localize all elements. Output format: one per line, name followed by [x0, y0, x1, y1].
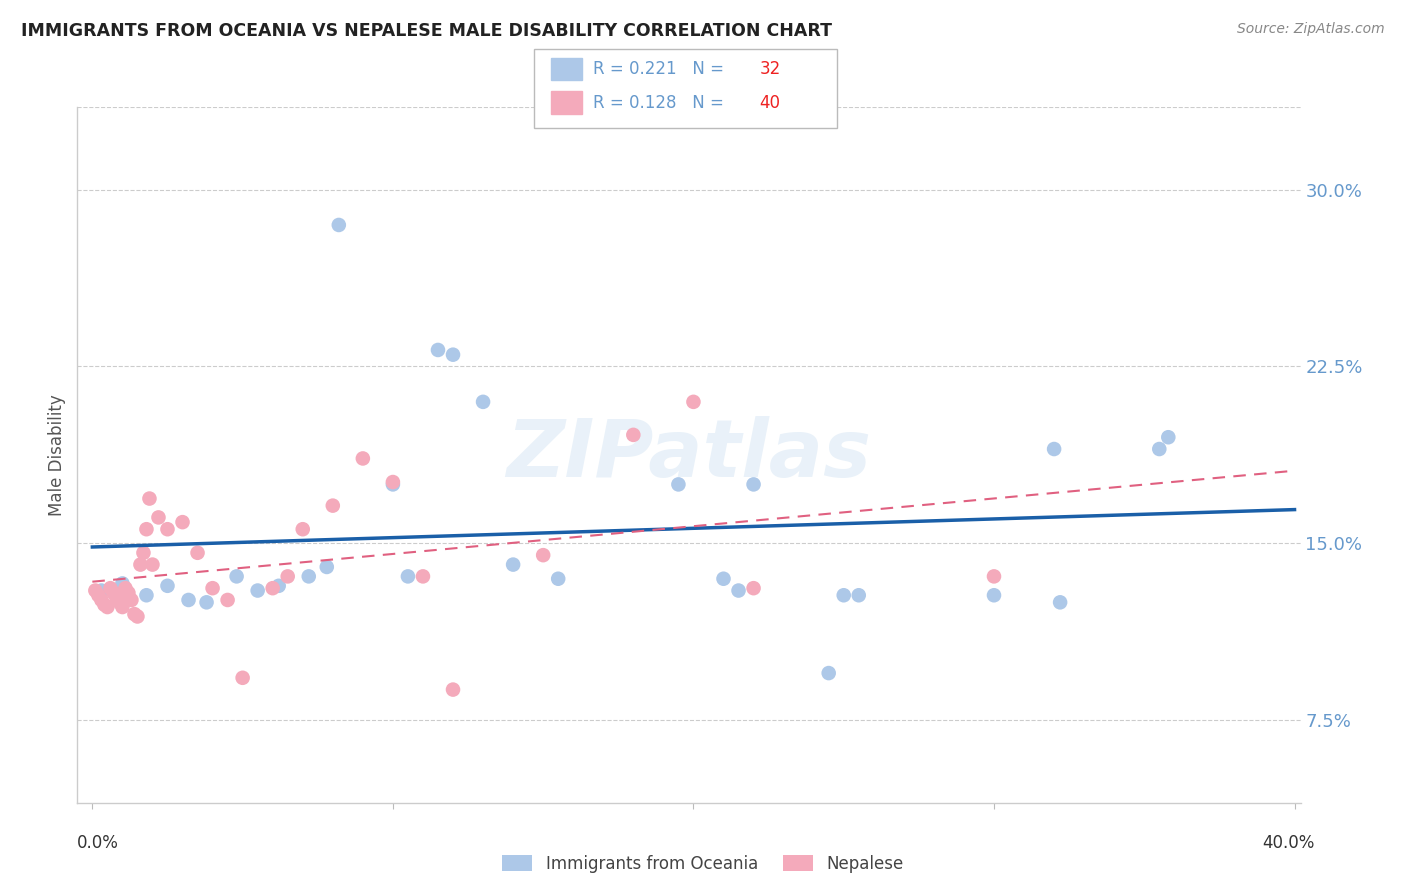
Point: [727, 583, 749, 598]
Text: 40.0%: 40.0%: [1263, 834, 1315, 852]
Point: [103, 586, 125, 600]
Point: [1049, 595, 1071, 609]
Point: [983, 569, 1005, 583]
Point: [262, 581, 284, 595]
Point: [177, 593, 200, 607]
Point: [232, 671, 254, 685]
Text: Source: ZipAtlas.com: Source: ZipAtlas.com: [1237, 22, 1385, 37]
Point: [120, 593, 142, 607]
Point: [100, 581, 122, 595]
Point: [1149, 442, 1171, 456]
Point: [315, 560, 337, 574]
Point: [531, 548, 554, 562]
Point: [117, 586, 139, 600]
Point: [381, 475, 404, 489]
Point: [127, 609, 149, 624]
Y-axis label: Male Disability: Male Disability: [48, 394, 66, 516]
Point: [1157, 430, 1180, 444]
Point: [427, 343, 450, 357]
Point: [983, 588, 1005, 602]
Point: [156, 579, 179, 593]
Point: [298, 569, 321, 583]
Point: [352, 451, 374, 466]
Point: [472, 395, 495, 409]
Point: [621, 428, 644, 442]
Point: [832, 588, 855, 602]
Point: [135, 588, 157, 602]
Point: [172, 515, 194, 529]
Point: [124, 607, 146, 621]
Point: [156, 522, 179, 536]
Point: [267, 579, 290, 593]
Point: [90, 583, 112, 598]
Point: [195, 595, 218, 609]
Point: [742, 581, 765, 595]
Point: [502, 558, 524, 572]
Point: [105, 591, 128, 605]
Point: [848, 588, 870, 602]
Text: ZIPatlas: ZIPatlas: [506, 416, 872, 494]
Point: [742, 477, 765, 491]
Text: 0.0%: 0.0%: [77, 834, 120, 852]
Text: IMMIGRANTS FROM OCEANIA VS NEPALESE MALE DISABILITY CORRELATION CHART: IMMIGRANTS FROM OCEANIA VS NEPALESE MALE…: [21, 22, 832, 40]
Point: [441, 682, 464, 697]
Text: 40: 40: [759, 94, 780, 112]
Point: [148, 510, 170, 524]
Point: [381, 477, 404, 491]
Point: [291, 522, 314, 536]
Point: [87, 588, 110, 602]
Point: [90, 593, 112, 607]
Point: [396, 569, 419, 583]
Point: [201, 581, 224, 595]
Point: [108, 595, 131, 609]
Point: [138, 491, 160, 506]
Point: [114, 581, 136, 595]
Point: [713, 572, 735, 586]
Point: [96, 600, 118, 615]
Point: [135, 522, 157, 536]
Point: [682, 395, 704, 409]
Point: [129, 558, 152, 572]
Point: [817, 666, 839, 681]
Point: [412, 569, 434, 583]
Legend: Immigrants from Oceania, Nepalese: Immigrants from Oceania, Nepalese: [496, 848, 910, 880]
Point: [322, 499, 344, 513]
Point: [441, 348, 464, 362]
Text: 32: 32: [759, 60, 780, 78]
Text: R = 0.221   N =: R = 0.221 N =: [593, 60, 730, 78]
Point: [246, 583, 269, 598]
Point: [111, 576, 134, 591]
Point: [225, 569, 247, 583]
Point: [668, 477, 690, 491]
Point: [217, 593, 239, 607]
Point: [277, 569, 299, 583]
Point: [141, 558, 163, 572]
Point: [93, 598, 115, 612]
Point: [1043, 442, 1066, 456]
Point: [187, 546, 209, 560]
Point: [84, 583, 107, 598]
Point: [132, 546, 155, 560]
Point: [111, 600, 134, 615]
Text: R = 0.128   N =: R = 0.128 N =: [593, 94, 730, 112]
Point: [328, 218, 350, 232]
Point: [547, 572, 569, 586]
